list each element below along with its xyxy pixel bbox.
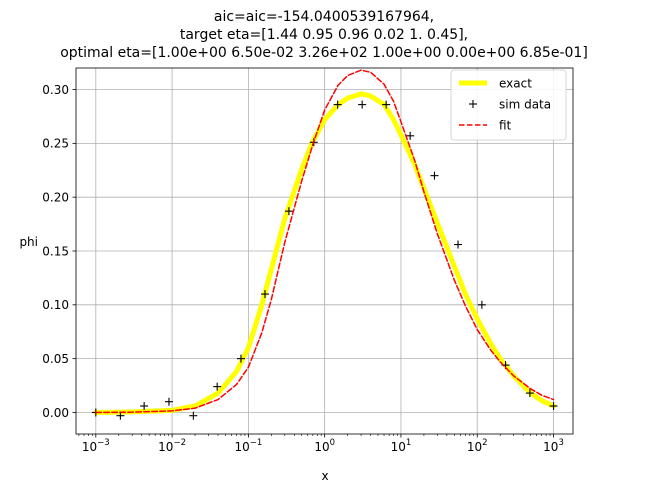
y-tick-label: 0.15 xyxy=(42,244,69,258)
x-tick-label: 100 xyxy=(314,438,335,454)
fit-line xyxy=(95,69,555,414)
sim-data-point xyxy=(406,131,415,140)
sim-data-point xyxy=(525,389,534,398)
x-tick-label: 103 xyxy=(543,438,564,454)
chart-title: aic=aic=-154.0400539167964, target eta=[… xyxy=(60,9,588,61)
x-tick-label: 101 xyxy=(391,438,412,454)
sim-data-point xyxy=(549,402,558,411)
axis-ticks: 10−3 10−2 10−1 100 101 102 103 0.00 0.05 0.10 0.15… xyxy=(42,83,564,454)
legend: exact sim data fit xyxy=(450,69,567,141)
legend-entry-sim-data: sim data xyxy=(469,97,551,111)
sim-data-point xyxy=(382,100,391,109)
sim-data-point xyxy=(164,397,173,406)
legend-box xyxy=(450,69,567,141)
y-tick-label: 0.05 xyxy=(42,352,69,366)
y-tick-label: 0.10 xyxy=(42,298,69,312)
legend-label: sim data xyxy=(499,97,551,111)
y-axis-label: phi xyxy=(19,235,38,249)
chart-title-line-1: aic=aic=-154.0400539167964, xyxy=(214,9,434,25)
y-tick-label: 0.25 xyxy=(42,137,69,151)
x-tick-label: 102 xyxy=(467,438,488,454)
sim-data-point xyxy=(333,100,342,109)
y-tick-label: 0.30 xyxy=(42,83,69,97)
plot-area xyxy=(91,69,558,420)
sim-data-point xyxy=(189,411,198,420)
x-tick-label: 10−1 xyxy=(234,438,262,454)
y-tick-label: 0.20 xyxy=(42,190,69,204)
legend-entry-exact: exact xyxy=(459,76,532,90)
chart-title-line-2: target eta=[1.44 0.95 0.96 0.02 1. 0.45]… xyxy=(180,27,468,43)
x-tick-label: 10−3 xyxy=(82,438,110,454)
sim-data-point xyxy=(358,100,367,109)
sim-data-point xyxy=(236,354,245,363)
x-tick-label: 10−2 xyxy=(158,438,186,454)
sim-data-point xyxy=(430,171,439,180)
sim-data-point xyxy=(477,300,486,309)
x-axis-label: x xyxy=(321,469,328,483)
legend-label: exact xyxy=(499,76,532,90)
sim-data-point xyxy=(284,207,293,216)
sim-data-point xyxy=(454,240,463,249)
sim-data-point xyxy=(260,290,269,299)
legend-label: fit xyxy=(499,118,512,132)
sim-data-point xyxy=(213,382,222,391)
chart-title-line-3: optimal eta=[1.00e+00 6.50e-02 3.26e+02 … xyxy=(60,45,588,61)
sim-data-point xyxy=(116,411,125,420)
y-tick-label: 0.00 xyxy=(42,406,69,420)
sim-data-point xyxy=(140,402,149,411)
legend-entry-fit: fit xyxy=(459,118,512,132)
exact-line xyxy=(93,91,557,415)
